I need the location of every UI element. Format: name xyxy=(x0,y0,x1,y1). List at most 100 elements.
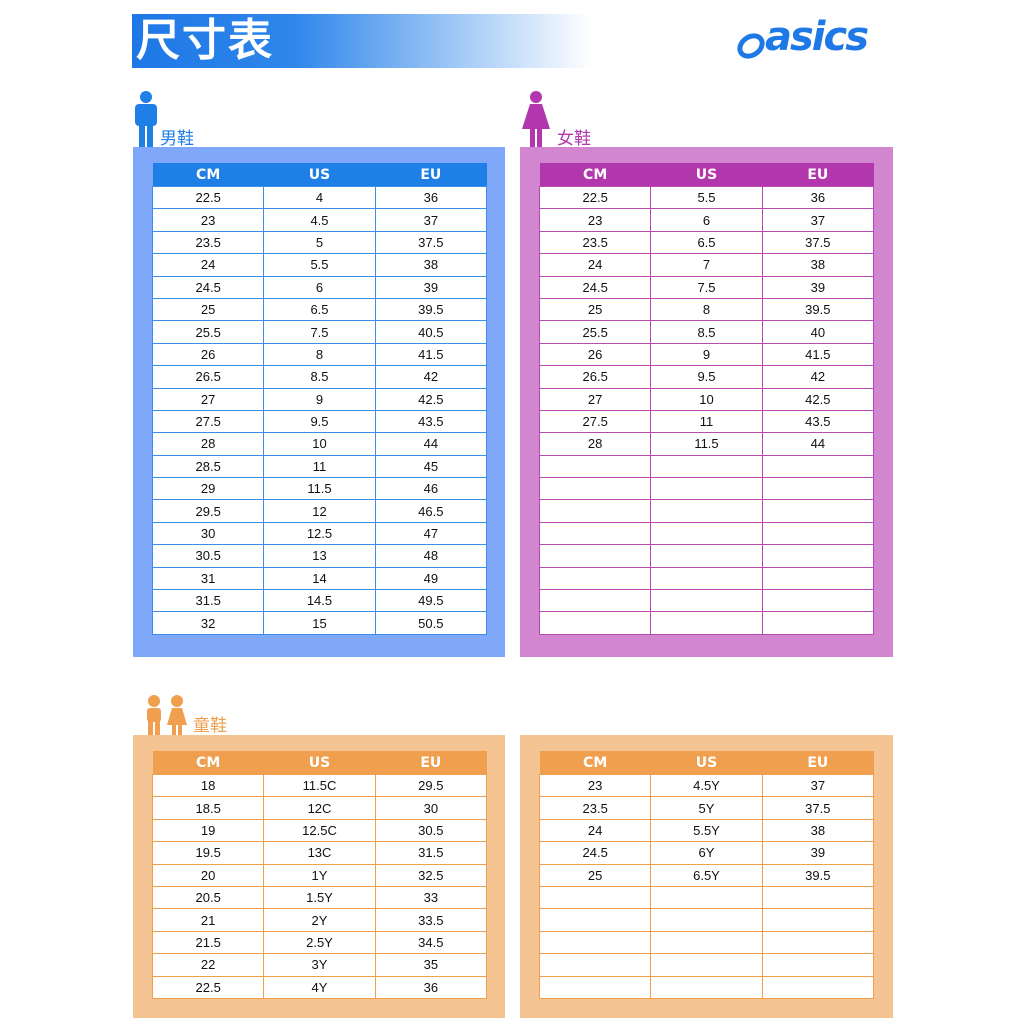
table-row: 31 14 49 xyxy=(151,566,488,591)
cell-eu: 49.5 xyxy=(374,589,488,613)
title-banner: 尺寸表 xyxy=(132,14,592,68)
cell-cm: 27.5 xyxy=(151,409,265,434)
cell-cm xyxy=(538,908,652,932)
cell-cm: 32 xyxy=(151,611,265,635)
column-header-us: US xyxy=(650,751,763,775)
cell-cm: 21 xyxy=(151,908,265,932)
cell-cm: 29 xyxy=(151,477,265,501)
table-row xyxy=(538,930,875,955)
cell-eu: 30.5 xyxy=(374,818,488,843)
cell-cm: 22.5 xyxy=(151,975,265,999)
cell-cm: 25 xyxy=(151,297,265,322)
cell-cm: 31 xyxy=(151,566,265,591)
men-size-table: CM US EU 22.5 4 36 23 4.5 37 23.5 5 37.5 24 5.5 38 24.5… xyxy=(151,163,488,635)
cell-eu: 34.5 xyxy=(374,930,488,955)
cell-eu: 37 xyxy=(374,208,488,232)
header-row: CM US EU xyxy=(152,163,487,187)
table-row: 29.5 12 46.5 xyxy=(151,499,488,523)
cell-cm: 26.5 xyxy=(538,365,652,389)
table-row: 20 1Y 32.5 xyxy=(151,863,488,887)
cell-us: 3Y xyxy=(263,953,376,977)
table-row xyxy=(538,885,875,910)
cell-us xyxy=(650,499,763,523)
cell-us: 5.5 xyxy=(650,185,763,210)
cell-cm: 20 xyxy=(151,863,265,887)
cell-us: 4 xyxy=(263,185,376,210)
cell-eu xyxy=(761,544,875,568)
cell-us: 7.5 xyxy=(263,320,376,344)
table-row xyxy=(538,611,875,635)
cell-eu: 36 xyxy=(374,975,488,999)
table-row xyxy=(538,589,875,613)
cell-eu: 48 xyxy=(374,544,488,568)
table-row: 26 9 41.5 xyxy=(538,342,875,367)
cell-eu xyxy=(761,975,875,999)
cell-eu: 31.5 xyxy=(374,841,488,865)
cell-cm: 30 xyxy=(151,521,265,546)
cell-us: 8.5 xyxy=(263,365,376,389)
cell-eu: 46.5 xyxy=(374,499,488,523)
header-row: CM US EU xyxy=(539,751,874,775)
table-row: 26.5 8.5 42 xyxy=(151,365,488,389)
table-row: 32 15 50.5 xyxy=(151,611,488,635)
cell-us: 6.5Y xyxy=(650,863,763,887)
cell-cm: 27.5 xyxy=(538,409,652,434)
cell-us: 6.5 xyxy=(263,297,376,322)
cell-cm: 19.5 xyxy=(151,841,265,865)
cell-eu: 39.5 xyxy=(761,863,875,887)
women-label: 女鞋 xyxy=(557,129,591,149)
cell-cm xyxy=(538,611,652,635)
cell-cm: 25 xyxy=(538,297,652,322)
cell-eu: 43.5 xyxy=(374,409,488,434)
asics-logo: asics xyxy=(735,14,885,64)
cell-us: 4.5Y xyxy=(650,773,763,798)
table-row: 23 4.5Y 37 xyxy=(538,773,875,798)
cell-cm xyxy=(538,930,652,955)
table-row: 18 11.5C 29.5 xyxy=(151,773,488,798)
cell-us: 11.5 xyxy=(263,477,376,501)
cell-cm: 28 xyxy=(151,432,265,456)
cell-us: 9.5 xyxy=(263,409,376,434)
table-row: 24.5 6Y 39 xyxy=(538,841,875,865)
cell-eu xyxy=(761,908,875,932)
cell-us: 10 xyxy=(650,387,763,411)
cell-eu: 41.5 xyxy=(374,342,488,367)
cell-us xyxy=(650,953,763,977)
cell-cm: 31.5 xyxy=(151,589,265,613)
cell-cm xyxy=(538,544,652,568)
cell-eu: 43.5 xyxy=(761,409,875,434)
cell-eu: 33.5 xyxy=(374,908,488,932)
table-row xyxy=(538,499,875,523)
cell-eu: 37 xyxy=(761,208,875,232)
cell-us: 2.5Y xyxy=(263,930,376,955)
cell-us: 1.5Y xyxy=(263,885,376,910)
column-header-cm: CM xyxy=(152,163,264,187)
cell-eu xyxy=(761,611,875,635)
cell-eu: 39.5 xyxy=(374,297,488,322)
table-row: 18.5 12C 30 xyxy=(151,796,488,820)
table-row xyxy=(538,454,875,479)
cell-eu xyxy=(761,454,875,479)
table-row: 26 8 41.5 xyxy=(151,342,488,367)
children-icon xyxy=(147,695,187,735)
cell-cm: 22.5 xyxy=(151,185,265,210)
cell-us: 5 xyxy=(263,230,376,255)
cell-cm: 28.5 xyxy=(151,454,265,479)
cell-us: 13 xyxy=(263,544,376,568)
cell-eu: 38 xyxy=(761,253,875,277)
table-row: 19.5 13C 31.5 xyxy=(151,841,488,865)
cell-cm: 25.5 xyxy=(151,320,265,344)
table-row: 20.5 1.5Y 33 xyxy=(151,885,488,910)
cell-cm: 27 xyxy=(151,387,265,411)
cell-eu: 41.5 xyxy=(761,342,875,367)
cell-us: 13C xyxy=(263,841,376,865)
cell-us: 7 xyxy=(650,253,763,277)
cell-eu: 40 xyxy=(761,320,875,344)
table-row xyxy=(538,908,875,932)
cell-us xyxy=(650,544,763,568)
table-row: 21.5 2.5Y 34.5 xyxy=(151,930,488,955)
cell-eu xyxy=(761,930,875,955)
table-row: 22.5 4 36 xyxy=(151,185,488,210)
cell-eu: 38 xyxy=(374,253,488,277)
cell-eu: 33 xyxy=(374,885,488,910)
